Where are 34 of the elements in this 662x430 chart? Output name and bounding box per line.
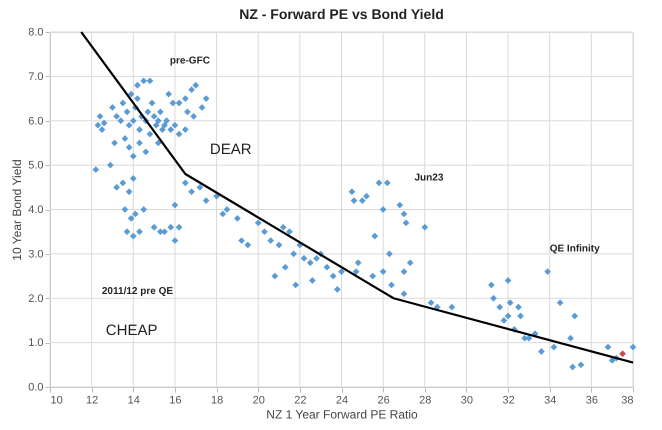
x-tick-label: 30 xyxy=(460,394,474,406)
y-tick-label: 8.0 xyxy=(28,26,44,38)
x-tick-label: 12 xyxy=(86,394,98,406)
x-tick-label: 28 xyxy=(419,394,432,406)
annotation: QE Infinity xyxy=(550,244,600,255)
y-tick-label: 3.0 xyxy=(28,248,44,260)
x-tick-label: 16 xyxy=(169,394,182,406)
annotation: DEAR xyxy=(210,141,252,158)
x-tick-label: 10 xyxy=(50,394,63,406)
y-axis-title: 10 Year Bond Yield xyxy=(10,159,24,261)
x-tick-label: 24 xyxy=(336,394,348,406)
annotation: pre-GFC xyxy=(170,55,210,66)
x-tick-label: 18 xyxy=(210,394,224,406)
y-tick-label: 6.0 xyxy=(28,115,44,128)
y-tick-label: 7.0 xyxy=(28,70,44,83)
x-tick-label: 36 xyxy=(586,394,598,406)
x-axis-title: NZ 1 Year Forward PE Ratio xyxy=(266,408,418,422)
y-tick-label: 1.0 xyxy=(28,337,44,350)
x-tick-label: 26 xyxy=(378,394,390,406)
line-series xyxy=(80,30,634,364)
x-tick-label: 34 xyxy=(544,394,556,406)
annotation: CHEAP xyxy=(106,322,158,340)
y-tick-label: 2.0 xyxy=(28,292,44,305)
x-tick-label: 20 xyxy=(252,394,265,406)
y-tick-label: 0.0 xyxy=(28,382,44,394)
y-tick-label: 4.0 xyxy=(28,204,44,216)
x-tick-label: 14 xyxy=(128,394,140,406)
annotation: 2011/12 pre QE xyxy=(102,286,174,298)
x-tick-label: 38 xyxy=(621,394,634,406)
chart-title: NZ - Forward PE vs Bond Yield xyxy=(239,6,444,22)
annotation: Jun23 xyxy=(414,172,444,184)
x-tick-label: 32 xyxy=(502,394,515,406)
x-tick-label: 22 xyxy=(294,394,306,406)
y-tick-label: 5.0 xyxy=(28,160,44,172)
